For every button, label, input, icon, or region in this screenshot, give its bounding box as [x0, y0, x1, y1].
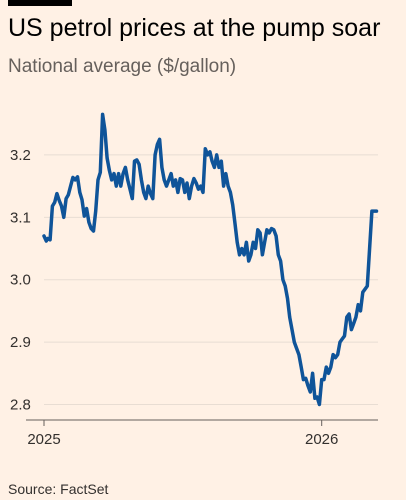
x-axis-ticks: 2025 2026 — [26, 419, 378, 448]
brand-bar — [8, 0, 72, 6]
y-tick-label: 2.8 — [10, 397, 31, 414]
line-chart: 2.8 2.9 3.0 3.1 3.2 2025 2026 — [10, 112, 379, 448]
y-tick-label: 2.9 — [10, 334, 31, 351]
chart-series — [42, 112, 379, 407]
x-tick-label: 2025 — [27, 431, 60, 448]
y-tick-label: 3.0 — [10, 272, 31, 289]
series-line-0 — [42, 112, 379, 407]
y-tick-label: 3.2 — [10, 147, 31, 164]
chart-subtitle: National average ($/gallon) — [8, 56, 237, 77]
y-axis-ticks: 2.8 2.9 3.0 3.1 3.2 — [10, 147, 31, 414]
y-tick-label: 3.1 — [10, 209, 31, 226]
chart-title: US petrol prices at the pump soar — [8, 14, 381, 42]
x-tick-label: 2026 — [305, 431, 338, 448]
source-note: Source: FactSet — [8, 481, 109, 497]
